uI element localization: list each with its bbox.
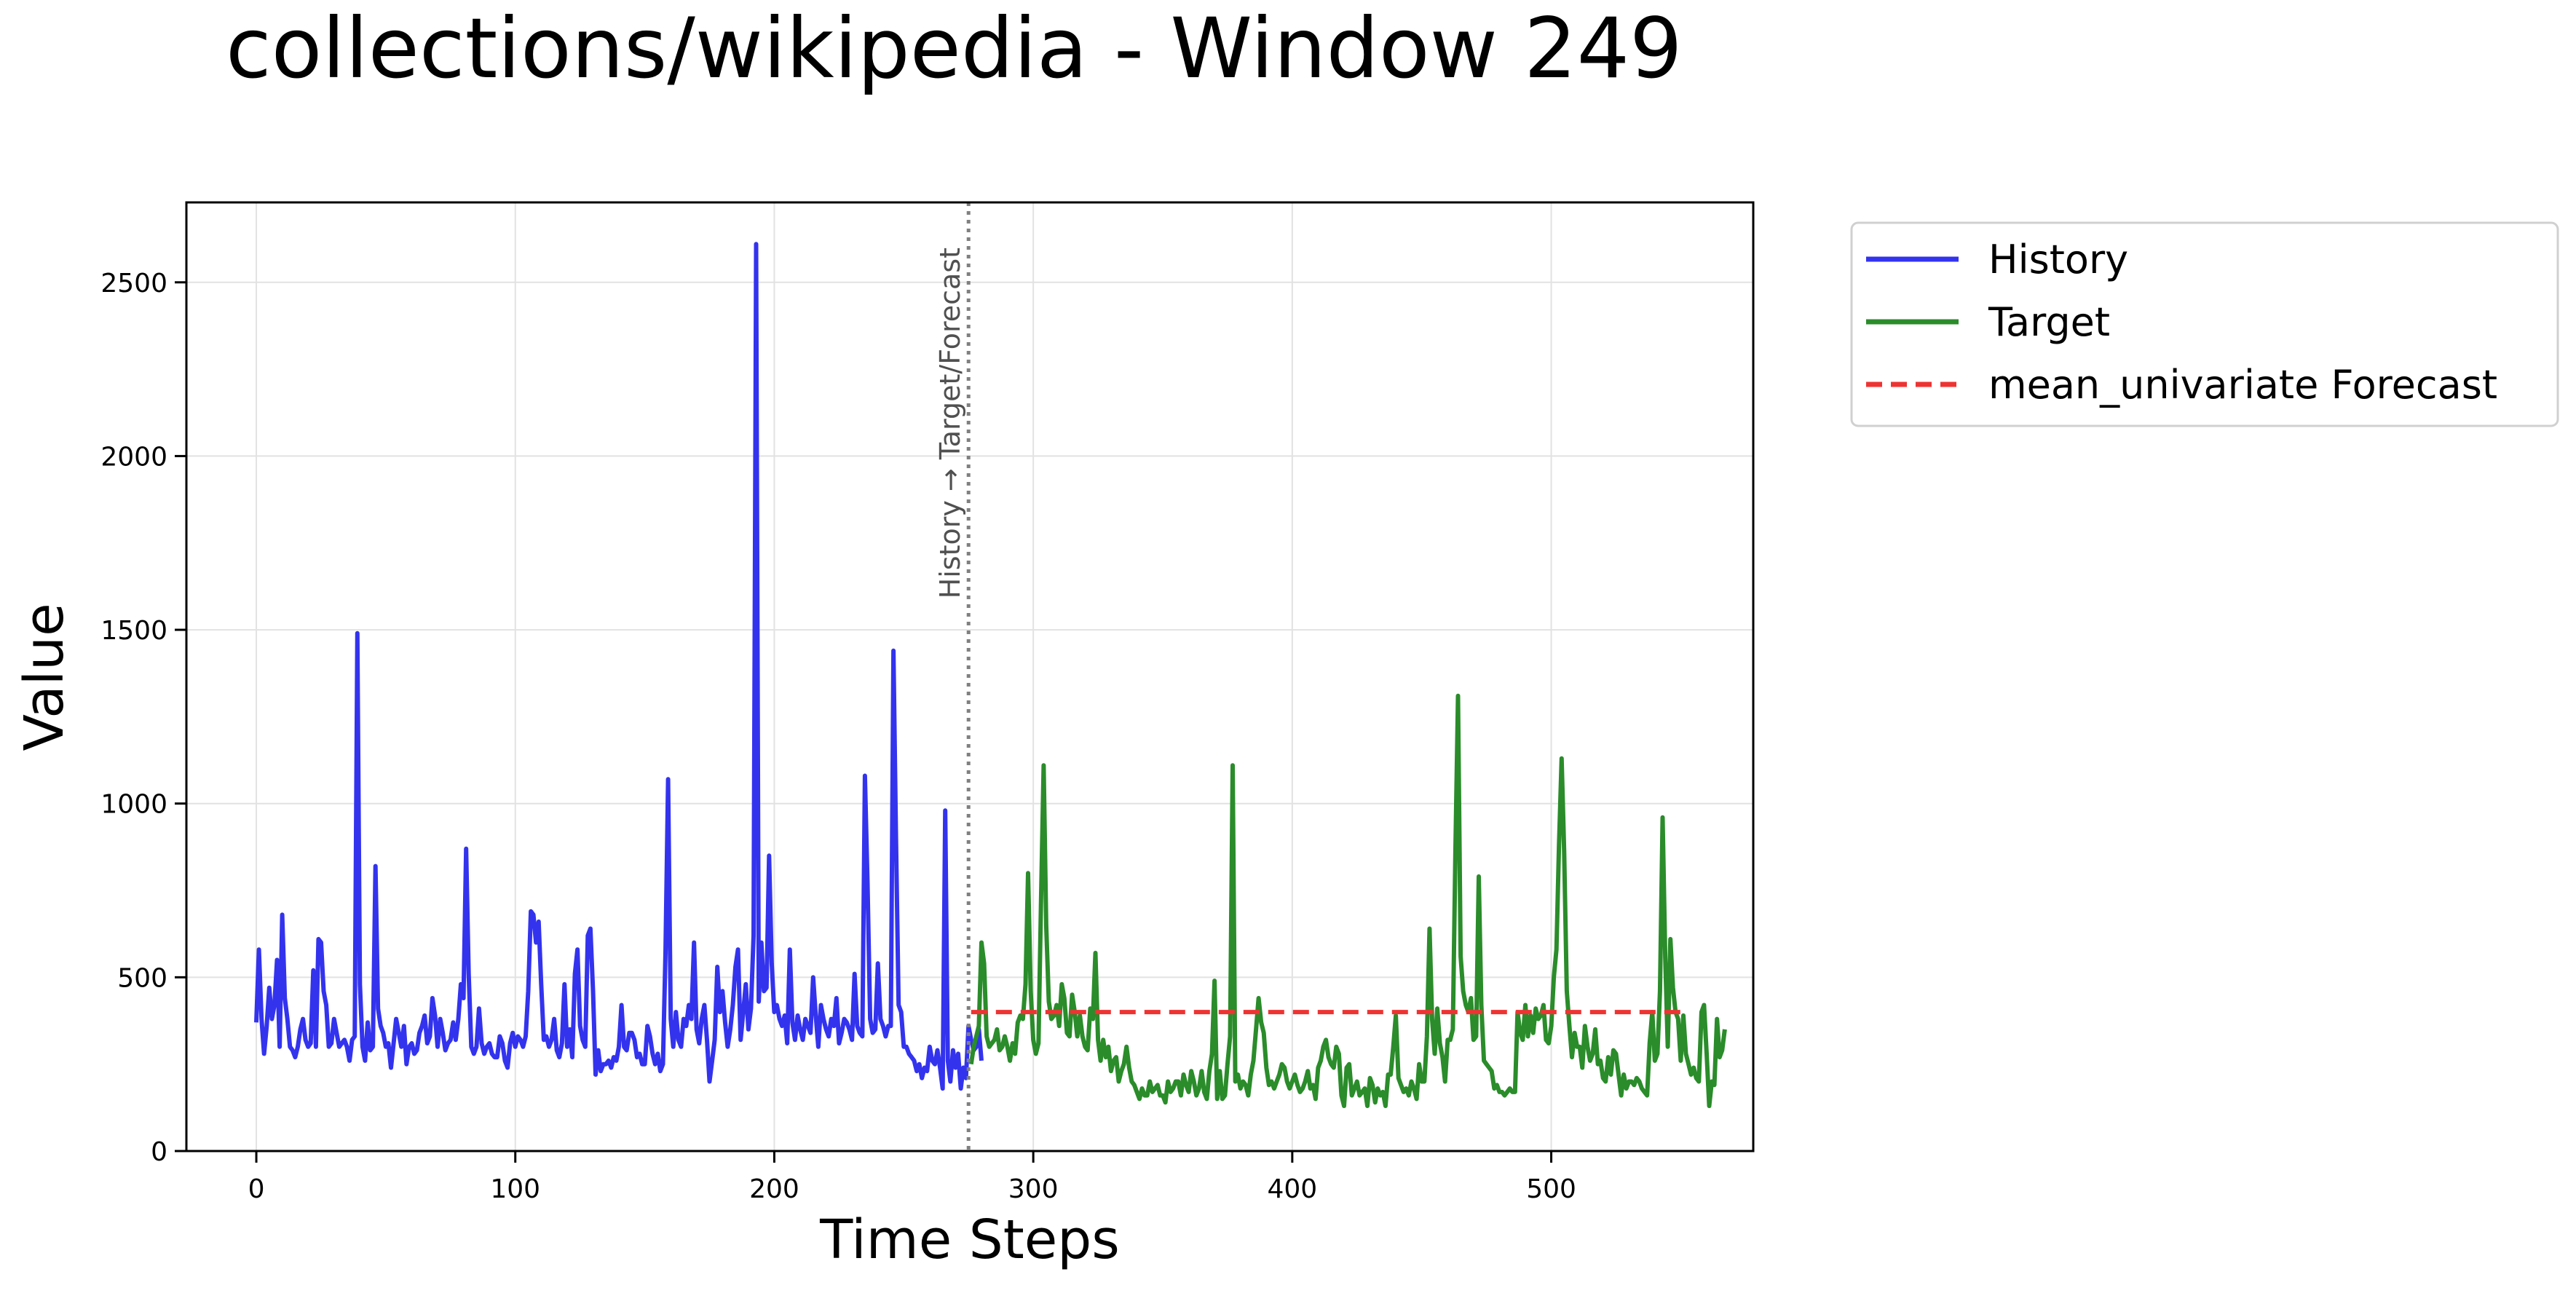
y-tick-label: 0 (151, 1137, 167, 1167)
series-line-history (254, 242, 984, 1091)
x-tick-label: 300 (1008, 1174, 1059, 1204)
x-tick-label: 400 (1267, 1174, 1317, 1204)
y-axis-ticks: 0 500 1000 1500 2000 2500 (100, 269, 186, 1167)
y-tick-label: 1000 (100, 790, 167, 820)
split-marker: History → Target/Forecast (934, 202, 971, 1151)
x-axis-label: Time Steps (819, 1209, 1120, 1271)
y-tick-label: 500 (117, 963, 167, 993)
series-layer (254, 242, 1727, 1108)
series-line-target (968, 693, 1727, 1108)
y-axis-label: Value (13, 603, 76, 751)
x-tick-label: 100 (490, 1174, 540, 1204)
y-tick-label: 1500 (100, 616, 167, 646)
legend-box (1850, 221, 2559, 427)
legend-label: Target (1988, 299, 2110, 345)
legend: History Target mean_univariate Forecast (1850, 221, 2559, 427)
legend-label: mean_univariate Forecast (1988, 362, 2497, 408)
x-tick-label: 0 (248, 1174, 265, 1204)
legend-label: History (1988, 237, 2128, 282)
chart-title: collections/wikipedia - Window 249 (226, 0, 1683, 97)
x-axis-ticks: 0 100 200 300 400 500 (248, 1151, 1576, 1204)
plot-frame (185, 201, 1755, 1152)
x-tick-label: 500 (1526, 1174, 1576, 1204)
x-tick-label: 200 (749, 1174, 799, 1204)
split-label: History → Target/Forecast (934, 248, 966, 598)
y-tick-label: 2000 (100, 442, 167, 472)
y-tick-label: 2500 (100, 269, 167, 298)
